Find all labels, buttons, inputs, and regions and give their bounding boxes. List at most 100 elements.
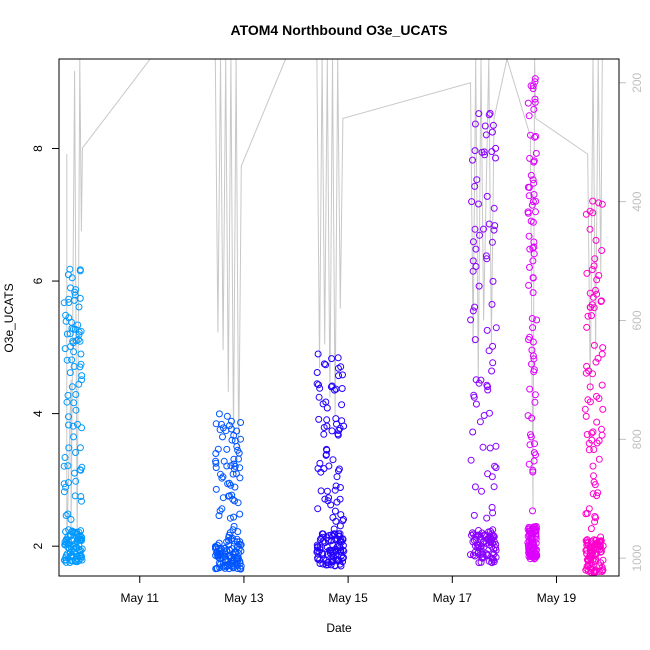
- data-point: [595, 455, 603, 463]
- data-point: [230, 537, 238, 545]
- data-point: [313, 369, 321, 376]
- data-point: [70, 399, 78, 407]
- data-point: [65, 314, 73, 322]
- data-point: [66, 549, 74, 557]
- data-point: [336, 484, 344, 491]
- data-point: [339, 371, 346, 379]
- data-point: [230, 513, 238, 521]
- data-point: [225, 541, 233, 549]
- data-point: [219, 494, 227, 502]
- data-point: [531, 133, 539, 141]
- data-point: [331, 507, 339, 515]
- data-point: [589, 293, 597, 301]
- data-point: [329, 541, 337, 549]
- data-point: [482, 131, 490, 139]
- data-point: [532, 527, 540, 535]
- data-point: [317, 487, 325, 495]
- data-point: [482, 252, 490, 260]
- data-point: [72, 477, 80, 485]
- data-point: [530, 243, 538, 251]
- data-point: [532, 208, 539, 216]
- data-point: [314, 554, 322, 562]
- data-point: [479, 539, 487, 547]
- data-point: [526, 245, 534, 253]
- data-point: [492, 154, 499, 162]
- data-point: [530, 368, 538, 376]
- data-point: [485, 220, 493, 228]
- data-point: [330, 530, 338, 538]
- data-point: [75, 303, 83, 311]
- data-point: [490, 226, 498, 234]
- data-point: [64, 391, 72, 399]
- data-point: [319, 400, 327, 408]
- data-point: [590, 262, 598, 270]
- data-point: [584, 312, 592, 320]
- data-point: [67, 516, 75, 523]
- x-tick-label: May 19: [537, 591, 577, 605]
- data-point: [475, 200, 482, 208]
- data-point: [68, 356, 76, 364]
- data-point: [471, 147, 479, 155]
- data-point: [65, 299, 73, 306]
- data-point: [481, 122, 489, 130]
- data-point: [63, 330, 71, 338]
- data-point: [76, 294, 84, 302]
- data-point: [62, 528, 70, 536]
- data-point: [78, 372, 86, 380]
- data-point: [599, 542, 607, 550]
- data-point: [469, 529, 476, 537]
- data-point: [72, 449, 79, 456]
- data-point: [476, 418, 484, 426]
- data-point: [68, 274, 76, 282]
- data-point: [76, 267, 84, 275]
- data-point: [78, 545, 86, 553]
- data-point: [316, 560, 324, 567]
- data-point: [480, 553, 487, 561]
- data-point: [586, 398, 594, 406]
- data-point: [590, 472, 597, 480]
- data-point: [330, 525, 338, 533]
- data-point: [485, 347, 493, 355]
- data-point: [234, 499, 242, 507]
- data-point: [334, 354, 342, 362]
- data-point: [335, 557, 343, 565]
- data-point: [524, 99, 532, 107]
- data-point: [488, 148, 496, 156]
- data-point: [65, 479, 72, 487]
- data-point: [323, 487, 331, 495]
- data-point: [237, 565, 245, 573]
- data-point: [233, 538, 241, 546]
- data-point: [78, 463, 86, 471]
- data-point: [215, 512, 223, 520]
- data-point: [529, 289, 537, 297]
- data-point: [532, 149, 540, 157]
- data-point: [75, 328, 83, 336]
- data-point: [599, 556, 607, 564]
- data-point: [315, 415, 323, 423]
- data-point: [583, 323, 591, 331]
- data-point: [331, 386, 338, 394]
- data-point: [492, 442, 500, 450]
- data-point: [583, 431, 591, 438]
- data-point: [486, 109, 494, 117]
- data-point: [72, 391, 80, 398]
- data-point: [328, 427, 336, 435]
- data-point: [592, 286, 599, 294]
- data-point: [339, 542, 347, 550]
- data-point: [529, 274, 537, 282]
- data-point: [469, 530, 477, 538]
- data-point: [469, 307, 477, 315]
- data-point: [525, 281, 533, 289]
- data-point: [524, 183, 532, 191]
- data-point: [597, 298, 605, 305]
- data-point: [72, 558, 80, 566]
- data-point: [75, 551, 83, 559]
- data-point: [76, 444, 84, 452]
- y-tick-label: 6: [31, 277, 45, 284]
- data-point: [591, 513, 599, 520]
- data-point: [596, 562, 604, 570]
- data-point: [593, 418, 601, 426]
- data-point: [336, 495, 344, 503]
- data-point: [528, 535, 536, 542]
- data-point: [527, 433, 535, 441]
